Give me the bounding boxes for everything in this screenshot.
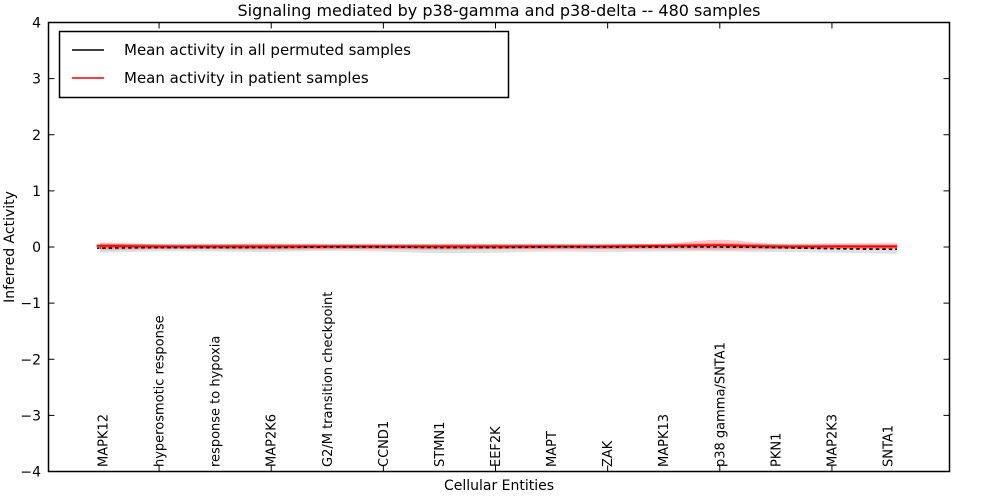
chart-title: Signaling mediated by p38-gamma and p38-… — [237, 1, 760, 20]
y-tick-label: −2 — [20, 352, 41, 368]
y-tick-label: −1 — [20, 296, 41, 312]
x-category-label: CCND1 — [377, 421, 392, 467]
y-tick-label: 2 — [32, 128, 41, 144]
x-category-label: EEF2K — [489, 426, 504, 467]
y-tick-label: 4 — [32, 16, 41, 32]
series-lines — [95, 243, 898, 251]
legend-box — [58, 30, 510, 99]
y-tick-label: −3 — [20, 408, 41, 424]
x-category-labels: MAPK12 hyperosmotic response response to h… — [97, 292, 897, 467]
x-category-label: STMN1 — [433, 422, 448, 467]
x-category-label: ZAK — [601, 440, 616, 467]
axes-frame — [47, 21, 951, 473]
x-category-label: response to hypoxia — [209, 336, 224, 467]
legend-label-permuted: Mean activity in all permuted samples — [124, 41, 411, 59]
line-permuted — [97, 246, 898, 251]
line-patient — [96, 244, 897, 248]
y-tick-label: −4 — [20, 465, 41, 481]
y-axis-label: Inferred Activity — [2, 191, 18, 303]
x-category-label: MAP2K6 — [265, 414, 280, 467]
y-tick-labels: 4 3 2 1 0 −1 −2 −3 −4 — [20, 16, 41, 481]
legend-label-patient: Mean activity in patient samples — [124, 69, 369, 87]
x-category-label: p38 gamma/SNTA1 — [713, 342, 728, 467]
y-tick-label: 0 — [32, 240, 41, 256]
x-category-label: PKN1 — [769, 433, 784, 467]
x-category-label: SNTA1 — [882, 425, 897, 467]
x-category-label: hyperosmotic response — [153, 315, 168, 467]
y-tick-label: 1 — [32, 184, 41, 200]
x-category-label: MAP2K3 — [825, 414, 840, 467]
x-axis-label: Cellular Entities — [444, 478, 554, 494]
legend: Mean activity in all permuted samples Me… — [58, 30, 510, 99]
x-category-label: G2/M transition checkpoint — [321, 292, 336, 467]
axis-ticks — [48, 22, 950, 472]
x-category-label: MAPK12 — [97, 414, 112, 467]
x-category-label: MAPT — [545, 431, 560, 467]
x-category-label: MAPK13 — [657, 414, 672, 467]
y-tick-label: 3 — [32, 72, 41, 88]
